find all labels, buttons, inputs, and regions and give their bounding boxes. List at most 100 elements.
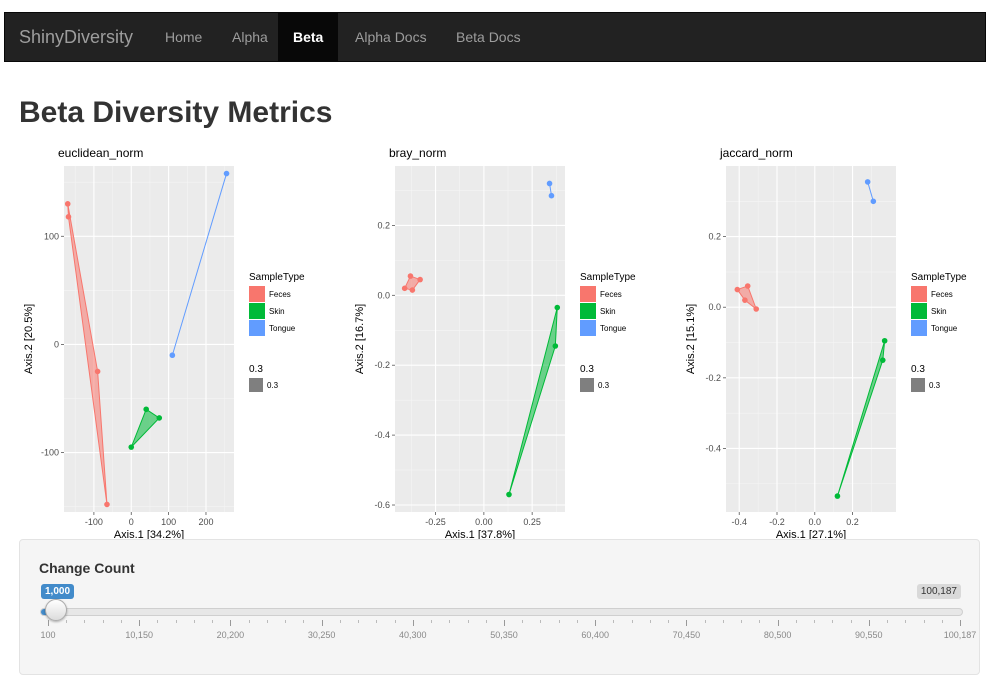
point-skin bbox=[506, 492, 512, 498]
point-skin bbox=[880, 357, 886, 363]
y-tick-label: 0.2 bbox=[377, 220, 390, 230]
plot-bray: bray_norm -0.25 0.00 0.25 -0.6 -0.4 -0.2 0.0 0.2… bbox=[349, 140, 669, 540]
slider-minor-tick bbox=[668, 620, 669, 623]
slider-major-tick bbox=[413, 620, 414, 626]
nav-item-alpha-docs[interactable]: Alpha Docs bbox=[340, 13, 442, 61]
slider-minor-tick bbox=[522, 620, 523, 623]
y-tick-label: -0.4 bbox=[374, 430, 390, 440]
navbar-brand[interactable]: ShinyDiversity bbox=[19, 13, 133, 61]
point-feces bbox=[402, 286, 408, 292]
slider-tick-label: 100,187 bbox=[944, 630, 977, 640]
point-tongue bbox=[224, 171, 230, 177]
point-tongue bbox=[865, 179, 871, 185]
legend-label-feces: Feces bbox=[931, 290, 953, 299]
legend-label-feces: Feces bbox=[269, 290, 291, 299]
slider-minor-tick bbox=[340, 620, 341, 623]
slider-major-tick bbox=[869, 620, 870, 626]
legend-key-tongue bbox=[580, 320, 596, 336]
size-legend-key bbox=[580, 378, 594, 392]
slider-minor-tick bbox=[212, 620, 213, 623]
plot-panel bbox=[395, 166, 565, 512]
slider-minor-tick bbox=[376, 620, 377, 623]
plot-jaccard-svg: jaccard_norm -0.4 -0.2 0.0 0.2 -0.4 -0.2 0.0 0.2… bbox=[680, 140, 1000, 540]
point-feces bbox=[735, 287, 741, 293]
size-legend-title: 0.3 bbox=[580, 364, 594, 375]
slider-minor-tick bbox=[267, 620, 268, 623]
legend-key-tongue bbox=[249, 320, 265, 336]
legend-key-skin bbox=[580, 303, 596, 319]
legend-key-feces bbox=[580, 286, 596, 302]
y-axis-title: Axis.2 [15.1%] bbox=[685, 304, 697, 374]
point-tongue bbox=[170, 352, 176, 358]
point-feces bbox=[742, 297, 748, 303]
nav-item-beta[interactable]: Beta bbox=[278, 13, 338, 61]
point-skin bbox=[882, 338, 888, 344]
legend-label-tongue: Tongue bbox=[269, 324, 296, 333]
size-legend-title: 0.3 bbox=[911, 364, 925, 375]
point-tongue bbox=[871, 199, 877, 205]
y-tick-label: -100 bbox=[41, 448, 59, 458]
point-skin bbox=[143, 406, 149, 412]
slider-minor-tick bbox=[540, 620, 541, 623]
legend-key-feces bbox=[911, 286, 927, 302]
nav-item-home[interactable]: Home bbox=[150, 13, 217, 61]
slider-minor-tick bbox=[103, 620, 104, 623]
slider-minor-tick bbox=[577, 620, 578, 623]
y-tick-label: 0.0 bbox=[708, 302, 721, 312]
slider-tick-label: 30,250 bbox=[308, 630, 336, 640]
x-tick-label: 0.25 bbox=[523, 517, 541, 527]
point-feces bbox=[745, 283, 751, 289]
point-skin bbox=[128, 444, 134, 450]
slider-minor-tick bbox=[613, 620, 614, 623]
size-legend-label: 0.3 bbox=[267, 381, 279, 390]
plot-euclidean: euclidean_norm -100 0 100 200 -100 0 100 Axis.1 … bbox=[18, 140, 338, 540]
slider-tick-label: 50,350 bbox=[490, 630, 518, 640]
x-tick-label: -100 bbox=[85, 517, 103, 527]
point-feces bbox=[104, 502, 110, 508]
size-legend-label: 0.3 bbox=[929, 381, 941, 390]
nav-item-alpha[interactable]: Alpha bbox=[217, 13, 283, 61]
legend-label-feces: Feces bbox=[600, 290, 622, 299]
navbar: ShinyDiversity Home Alpha Beta Alpha Doc… bbox=[4, 12, 986, 62]
x-tick-label: 0.00 bbox=[475, 517, 493, 527]
slider-minor-tick bbox=[66, 620, 67, 623]
point-tongue bbox=[547, 181, 553, 187]
slider-minor-tick bbox=[358, 620, 359, 623]
y-tick-label: 0 bbox=[54, 339, 59, 349]
y-tick-label: 0.0 bbox=[377, 290, 390, 300]
slider-minor-tick bbox=[395, 620, 396, 623]
slider-tick-label: 70,450 bbox=[673, 630, 701, 640]
size-legend-label: 0.3 bbox=[598, 381, 610, 390]
legend-key-tongue bbox=[911, 320, 927, 336]
x-tick-label: 0.2 bbox=[846, 517, 859, 527]
point-feces bbox=[417, 277, 423, 283]
slider-major-tick bbox=[686, 620, 687, 626]
x-tick-label: 0 bbox=[129, 517, 134, 527]
slider-minor-tick bbox=[285, 620, 286, 623]
y-axis-title: Axis.2 [20.5%] bbox=[23, 304, 35, 374]
legend-title: SampleType bbox=[911, 272, 967, 283]
point-skin bbox=[554, 305, 560, 311]
legend-key-feces bbox=[249, 286, 265, 302]
slider-minor-tick bbox=[942, 620, 943, 623]
slider-minor-tick bbox=[887, 620, 888, 623]
page-title: Beta Diversity Metrics bbox=[19, 96, 332, 130]
point-feces bbox=[753, 306, 759, 312]
point-feces bbox=[408, 273, 414, 279]
slider-minor-tick bbox=[249, 620, 250, 623]
slider-minor-tick bbox=[796, 620, 797, 623]
slider-grid: 100 10,150 20,200 30,250 40,300 50,350 60,400 7… bbox=[20, 540, 979, 674]
slider-minor-tick bbox=[814, 620, 815, 623]
point-skin bbox=[553, 343, 559, 349]
y-tick-label: -0.2 bbox=[374, 360, 390, 370]
plot-euclidean-svg: euclidean_norm -100 0 100 200 -100 0 100 Axis.1 … bbox=[18, 140, 338, 540]
point-skin bbox=[156, 415, 162, 421]
point-feces bbox=[95, 369, 101, 375]
slider-minor-tick bbox=[121, 620, 122, 623]
slider-minor-tick bbox=[832, 620, 833, 623]
y-tick-label: -0.4 bbox=[705, 443, 721, 453]
point-skin bbox=[835, 493, 841, 499]
slider-major-tick bbox=[139, 620, 140, 626]
nav-item-beta-docs[interactable]: Beta Docs bbox=[441, 13, 536, 61]
slider-major-tick bbox=[322, 620, 323, 626]
